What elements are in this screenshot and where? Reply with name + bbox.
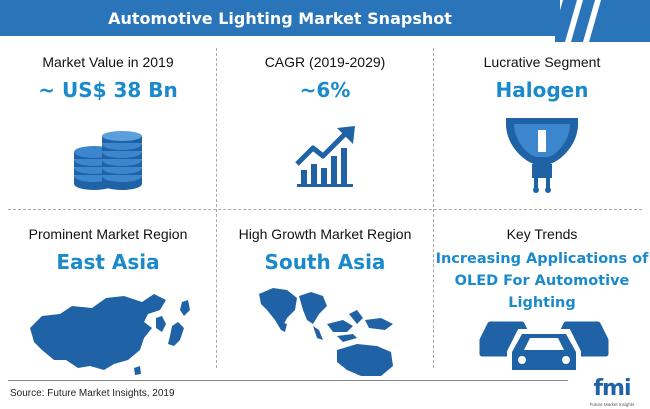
source-note: Source: Future Market Insights, 2019: [10, 388, 175, 399]
divider: [8, 209, 642, 210]
market-value-card: Market Value in 2019 ~ US$ 38 Bn: [0, 38, 216, 208]
key-trends-value: Increasing Applications of OLED For Auto…: [435, 251, 649, 311]
cagr-value: ~6%: [299, 78, 351, 102]
prominent-region-label: Prominent Market Region: [28, 226, 188, 242]
lucrative-segment-card: Lucrative Segment Halogen: [434, 38, 650, 208]
east-asia-map-icon: [30, 294, 190, 375]
fmi-logo: fmi Future Market Insights: [584, 376, 640, 408]
growth-chart-icon: [295, 126, 355, 187]
halogen-bulb-icon: [506, 118, 578, 193]
cars-icon: [479, 321, 609, 375]
market-value-label: Market Value in 2019: [42, 54, 174, 70]
lucrative-segment-value: Halogen: [495, 78, 589, 102]
high-growth-region-card: High Growth Market Region South Asia: [217, 210, 433, 380]
logo-subtext: Future Market Insights: [589, 402, 635, 407]
divider: [216, 48, 217, 368]
logo-text: fmi: [593, 376, 631, 401]
south-asia-map-icon: [259, 288, 393, 376]
cagr-card: CAGR (2019-2029) ~6%: [217, 38, 433, 208]
prominent-region-value: East Asia: [56, 250, 160, 274]
cagr-label: CAGR (2019-2029): [264, 54, 386, 70]
key-trends-card: Key Trends Increasing Applications of OL…: [434, 210, 650, 380]
snapshot-grid: Market Value in 2019 ~ US$ 38 Bn CAGR (2…: [0, 38, 650, 378]
footer-divider: [8, 380, 568, 381]
page-title: Automotive Lighting Market Snapshot: [0, 0, 560, 36]
high-growth-region-label: High Growth Market Region: [238, 226, 412, 242]
corner-stripes: [555, 0, 650, 42]
key-trends-label: Key Trends: [506, 226, 578, 242]
market-value: ~ US$ 38 Bn: [38, 78, 178, 102]
prominent-region-card: Prominent Market Region East Asia: [0, 210, 216, 380]
divider: [433, 48, 434, 368]
high-growth-region-value: South Asia: [264, 250, 386, 274]
lucrative-segment-label: Lucrative Segment: [483, 54, 601, 70]
coins-stack-icon: [74, 131, 142, 190]
